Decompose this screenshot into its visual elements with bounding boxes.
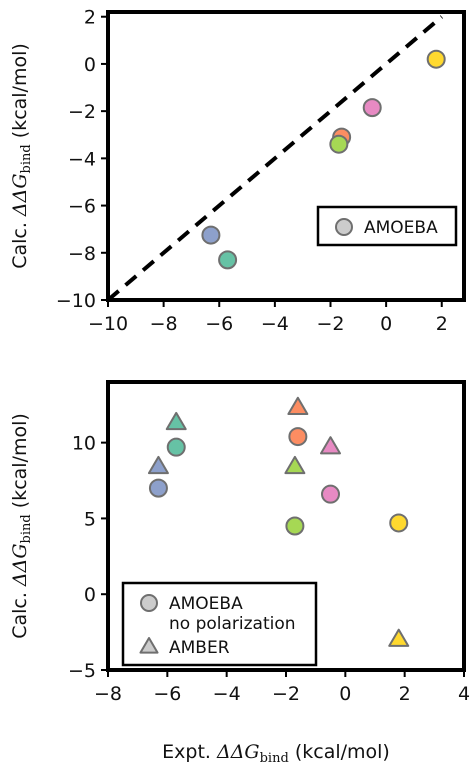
data-point-circle (285, 516, 305, 536)
data-point-circle (288, 427, 308, 447)
data-point-circle (201, 225, 221, 245)
y-tick-label: 5 (84, 508, 96, 530)
top-scatter-panel: −10 −8 −6 −4 −2 0 2 −10 −8 −6 −4 −2 0 2 AMOEBA Calc. ΔΔ… (9, 7, 466, 335)
data-point-triangle (287, 396, 309, 415)
y-tick-label: 2 (84, 7, 96, 29)
data-point-circle (329, 134, 349, 154)
data-point-triangle (147, 455, 169, 475)
x-tick-label: −6 (153, 683, 181, 705)
x-tick-label: 0 (339, 683, 351, 705)
legend-marker-circle (140, 594, 158, 612)
x-axis-title: Expt. ΔΔGbind (kcal/mol) (162, 741, 390, 766)
y-tick-label: −5 (68, 660, 96, 682)
x-tick-label: −10 (88, 313, 128, 335)
x-tick-label: −8 (94, 683, 122, 705)
x-tick-label: −2 (272, 683, 300, 705)
x-tick-label: 4 (458, 683, 470, 705)
data-point-circle (321, 484, 340, 504)
data-point-circle (148, 478, 168, 498)
y-tick-label: 10 (72, 433, 96, 455)
data-point-circle (426, 49, 446, 69)
data-point-triangle (320, 436, 341, 455)
x-tick-label: −4 (213, 683, 241, 705)
bottom-scatter-panel: −8 −6 −4 −2 0 2 4 −5 0 5 10 AMOEBA no polarization AM… (9, 380, 470, 766)
x-tick-label: 2 (436, 313, 448, 335)
plot-frame (106, 380, 466, 672)
y-tick-label: −10 (56, 290, 96, 312)
legend-marker-circle (335, 218, 353, 236)
identity-reference-line (108, 15, 444, 300)
data-point-circle (166, 437, 186, 457)
x-tick-label: 2 (399, 683, 411, 705)
x-tick-label: −4 (261, 313, 289, 335)
y-tick-label: −2 (68, 101, 96, 123)
legend-marker-triangle (139, 637, 159, 654)
y-tick-label: 0 (84, 54, 96, 76)
y-axis-title: Calc. ΔΔGbind (kcal/mol) (9, 43, 34, 269)
x-tick-label: −8 (150, 313, 178, 335)
data-point-triangle (165, 411, 187, 431)
plot-frame (106, 10, 466, 302)
y-tick-label: 0 (84, 584, 96, 606)
y-tick-label: −6 (68, 196, 96, 218)
data-point-circle (362, 98, 382, 118)
y-axis-title: Calc. ΔΔGbind (kcal/mol) (9, 413, 34, 639)
x-tick-label: 0 (380, 313, 392, 335)
y-tick-label: −4 (68, 148, 96, 170)
x-tick-label: −2 (316, 313, 344, 335)
data-point-circle (218, 250, 238, 270)
data-point-triangle (388, 628, 410, 647)
x-tick-label: −6 (205, 313, 233, 335)
data-point-triangle (284, 455, 306, 475)
legend-label: AMOEBA (364, 218, 438, 238)
legend-label: AMOEBA no polarization (169, 594, 296, 634)
legend-label: AMBER (169, 638, 230, 658)
data-point-circle (389, 513, 409, 533)
y-tick-label: −8 (68, 243, 96, 265)
